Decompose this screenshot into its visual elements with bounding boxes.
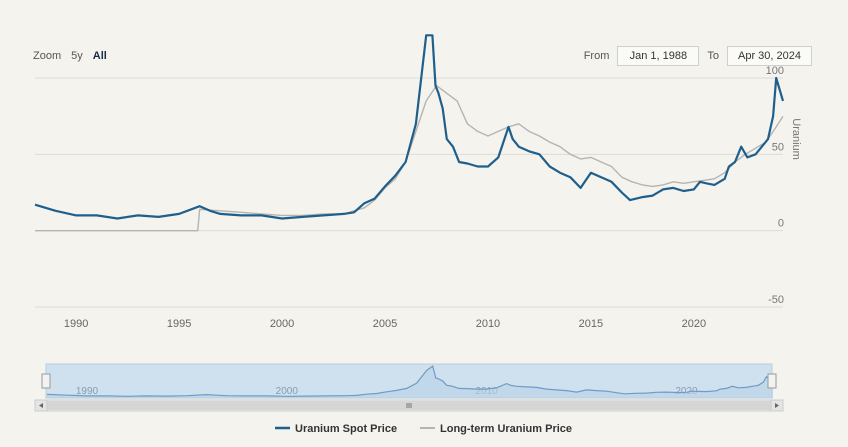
series-line-long-term — [35, 84, 784, 232]
y-axis-label: Uranium — [790, 118, 802, 160]
x-tick-label: 2010 — [476, 318, 500, 330]
from-label: From — [583, 50, 610, 62]
scrollbar-grip-icon[interactable] — [406, 403, 412, 408]
navigator[interactable]: 1990200020102020 — [34, 363, 784, 412]
x-tick-label: 2020 — [682, 318, 706, 330]
y-tick-label: -50 — [768, 294, 784, 306]
legend-long-term-label[interactable]: Long-term Uranium Price — [440, 423, 572, 435]
y-axis-tick-labels: -50 0 50 100 — [766, 65, 784, 306]
legend: Uranium Spot Price Long-term Uranium Pri… — [275, 423, 572, 435]
navigator-x-tick-label: 2000 — [276, 386, 299, 397]
navigator-line — [46, 365, 774, 397]
chart-series — [34, 34, 785, 232]
zoom-label: Zoom — [33, 50, 62, 62]
to-label: To — [707, 50, 719, 62]
y-tick-label: 50 — [772, 141, 784, 153]
chevron-right-icon[interactable] — [775, 403, 779, 408]
x-tick-label: 2005 — [373, 318, 397, 330]
x-tick-label: 1995 — [167, 318, 191, 330]
x-tick-label: 2015 — [579, 318, 603, 330]
y-tick-label: 100 — [766, 65, 784, 77]
navigator-x-tick-label: 2020 — [675, 386, 698, 397]
x-tick-label: 1990 — [64, 318, 88, 330]
series-line-spot — [34, 34, 785, 220]
legend-spot-label[interactable]: Uranium Spot Price — [295, 423, 397, 435]
zoom-all-button[interactable]: All — [92, 50, 107, 62]
zoom-controls: Zoom 5y All — [33, 50, 107, 62]
to-date-input[interactable]: Apr 30, 2024 — [727, 46, 812, 66]
zoom-5y-button[interactable]: 5y — [71, 50, 83, 62]
chevron-left-icon[interactable] — [39, 403, 43, 408]
x-tick-label: 2000 — [270, 318, 294, 330]
navigator-handle-right[interactable] — [767, 373, 777, 389]
navigator-area — [47, 366, 773, 398]
y-tick-label: 0 — [778, 218, 784, 230]
navigator-x-tick-label: 1990 — [76, 386, 99, 397]
date-range: From Jan 1, 1988 To Apr 30, 2024 — [576, 46, 812, 66]
from-date-input[interactable]: Jan 1, 1988 — [617, 46, 700, 66]
navigator-handle-left[interactable] — [41, 373, 51, 389]
chart-gridlines — [35, 77, 783, 308]
x-axis-tick-labels: 1990 1995 2000 2005 2010 2015 2020 — [64, 318, 706, 330]
